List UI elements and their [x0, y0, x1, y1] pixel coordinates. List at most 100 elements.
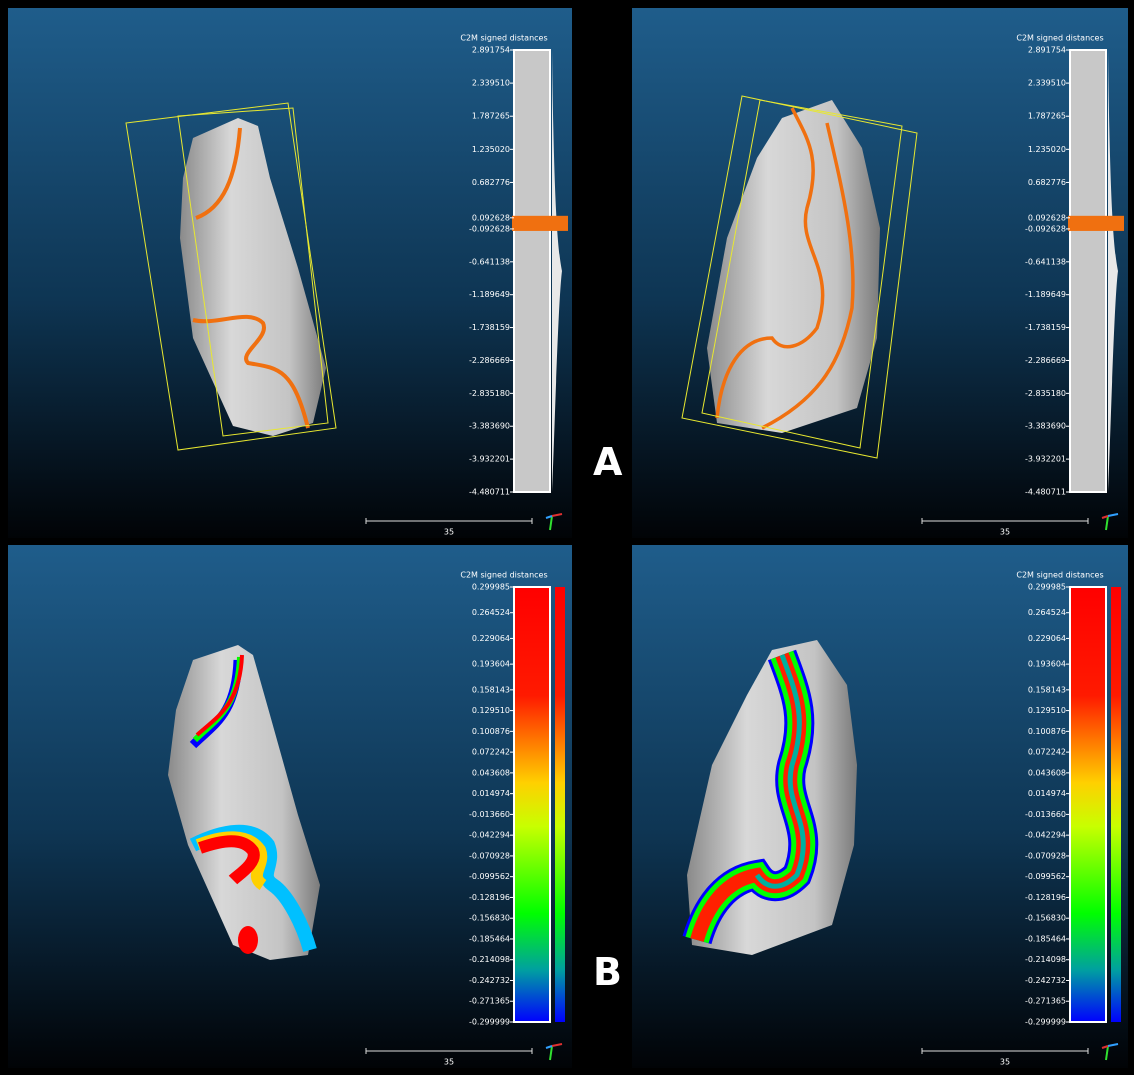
tick-label: -0.271365 — [1025, 997, 1066, 1006]
tick-label: -0.641138 — [1025, 257, 1066, 266]
histogram — [1111, 587, 1121, 1022]
colorbar — [514, 50, 550, 492]
viewport: C2M signed distances 0.299985 0.264524 0.22… — [8, 545, 572, 1068]
tick-label: 0.299985 — [1028, 583, 1066, 592]
tick-label: -2.835180 — [469, 389, 510, 398]
tick-label: -0.299999 — [1025, 1018, 1066, 1027]
tick-label: 0.014974 — [1028, 789, 1066, 798]
tick-label: 0.229064 — [1028, 634, 1066, 643]
tick-label: 0.229064 — [472, 634, 510, 643]
tick-label: -0.042294 — [469, 831, 510, 840]
deviation-spot — [238, 926, 258, 954]
tick-label: -1.738159 — [469, 323, 510, 332]
tick-label: 0.264524 — [472, 608, 510, 617]
tick-label: -0.214098 — [1025, 955, 1066, 964]
tick-label: 0.014974 — [472, 789, 510, 798]
tick-label: 0.092628 — [1028, 213, 1066, 222]
tick-label: 0.193604 — [472, 660, 510, 669]
colorbar-band — [1068, 216, 1124, 231]
scale-label: 35 — [444, 1058, 454, 1067]
tick-label: 0.682776 — [1028, 178, 1066, 187]
tick-label: -0.099562 — [469, 872, 510, 881]
tick-label: -0.092628 — [469, 224, 510, 233]
figure: {"panels": [ {"colorbar_title": "C2M sig… — [0, 0, 1134, 1075]
tick-label: -1.189649 — [1025, 290, 1066, 299]
viewport: C2M signed distances 2.891754 2.339510 1.78… — [8, 8, 572, 538]
tick-label: 0.299985 — [472, 583, 510, 592]
tick-label: 0.072242 — [1028, 748, 1066, 757]
tick-label: -0.214098 — [469, 955, 510, 964]
tick-label: -0.128196 — [1025, 893, 1066, 902]
tick-label: -0.299999 — [469, 1018, 510, 1027]
colorbar — [1070, 50, 1106, 492]
tick-label: -0.185464 — [1025, 934, 1066, 943]
tick-label: -0.042294 — [1025, 831, 1066, 840]
tick-label: 0.129510 — [1028, 706, 1066, 715]
tick-label: -0.156830 — [469, 914, 510, 923]
tick-label: 1.787265 — [472, 112, 510, 121]
colorbar-title: C2M signed distances — [1016, 571, 1103, 580]
tick-label: -3.932201 — [1025, 455, 1066, 464]
colorbar-title: C2M signed distances — [460, 34, 547, 43]
viewport: C2M signed distances 0.299985 0.264524 0.22… — [632, 545, 1128, 1068]
tick-label: -2.835180 — [1025, 389, 1066, 398]
colorbar-title: C2M signed distances — [460, 571, 547, 580]
tick-label: 0.158143 — [1028, 685, 1066, 694]
tick-label: 1.787265 — [1028, 112, 1066, 121]
tick-label: -0.641138 — [469, 257, 510, 266]
tick-label: -0.092628 — [1025, 224, 1066, 233]
tick-label: -0.070928 — [469, 851, 510, 860]
tick-label: 0.158143 — [472, 685, 510, 694]
tick-label: -0.070928 — [1025, 851, 1066, 860]
tick-label: -4.480711 — [1025, 488, 1066, 497]
colorbar — [514, 587, 550, 1022]
panel-label: B — [593, 950, 622, 994]
tick-label: 0.264524 — [1028, 608, 1066, 617]
scale-label: 35 — [1000, 1058, 1010, 1067]
tick-label: 2.891754 — [472, 46, 510, 55]
tick-label: -0.242732 — [469, 976, 510, 985]
tick-label: 0.682776 — [472, 178, 510, 187]
histogram — [555, 587, 565, 1022]
tick-label: -0.271365 — [469, 997, 510, 1006]
tick-label: -0.013660 — [469, 810, 510, 819]
tick-label: -1.189649 — [469, 290, 510, 299]
colorbar — [1070, 587, 1106, 1022]
tick-label: -3.932201 — [469, 455, 510, 464]
viewport-canvas: C2M signed distances 2.891754 2.339510 1.78… — [8, 8, 572, 538]
tick-label: -2.286669 — [469, 356, 510, 365]
tick-label: -3.383690 — [1025, 422, 1066, 431]
tick-label: -4.480711 — [469, 488, 510, 497]
colorbar-title: C2M signed distances — [1016, 34, 1103, 43]
tick-label: 2.339510 — [472, 79, 510, 88]
tick-label: 0.092628 — [472, 213, 510, 222]
tick-label: 0.193604 — [1028, 660, 1066, 669]
viewport: C2M signed distances 2.891754 2.339510 1.78… — [632, 8, 1128, 538]
tick-label: -0.242732 — [1025, 976, 1066, 985]
tick-label: -0.156830 — [1025, 914, 1066, 923]
tick-label: 0.043608 — [1028, 768, 1066, 777]
tick-label: -0.013660 — [1025, 810, 1066, 819]
viewport-canvas: C2M signed distances 0.299985 0.264524 0.22… — [632, 545, 1128, 1068]
tick-label: 2.339510 — [1028, 79, 1066, 88]
tick-label: 1.235020 — [1028, 145, 1066, 154]
colorbar-band — [512, 216, 568, 231]
tick-label: 0.043608 — [472, 768, 510, 777]
tick-label: 0.129510 — [472, 706, 510, 715]
scale-label: 35 — [444, 528, 454, 537]
viewport-canvas: C2M signed distances 0.299985 0.264524 0.22… — [8, 545, 572, 1068]
tick-label: -2.286669 — [1025, 356, 1066, 365]
scale-label: 35 — [1000, 528, 1010, 537]
tick-label: -3.383690 — [469, 422, 510, 431]
tick-label: -1.738159 — [1025, 323, 1066, 332]
tick-label: 0.072242 — [472, 748, 510, 757]
tick-label: 0.100876 — [472, 727, 510, 736]
tick-label: -0.185464 — [469, 934, 510, 943]
tick-label: 0.100876 — [1028, 727, 1066, 736]
panel-label: A — [593, 440, 622, 484]
tick-label: 2.891754 — [1028, 46, 1066, 55]
tick-label: 1.235020 — [472, 145, 510, 154]
viewport-canvas: C2M signed distances 2.891754 2.339510 1.78… — [632, 8, 1128, 538]
tick-label: -0.128196 — [469, 893, 510, 902]
tick-label: -0.099562 — [1025, 872, 1066, 881]
